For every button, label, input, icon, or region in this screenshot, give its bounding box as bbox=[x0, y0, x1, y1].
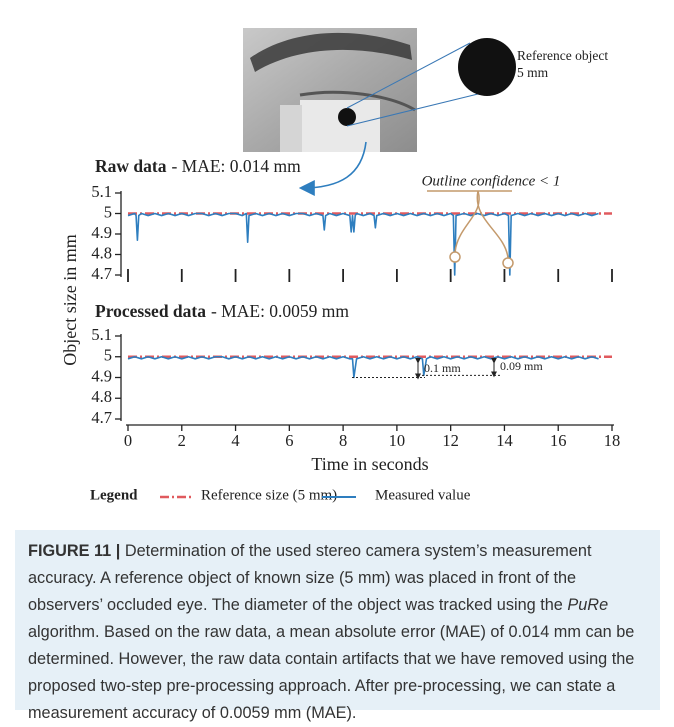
reference-object bbox=[458, 38, 516, 96]
callout-line bbox=[346, 42, 471, 109]
y-tick-label: 4.8 bbox=[91, 243, 112, 262]
annotation: 0.1 mm bbox=[424, 361, 461, 375]
legend-title: Legend bbox=[90, 487, 138, 503]
x-tick-label: 4 bbox=[231, 431, 239, 450]
x-tick-label: 10 bbox=[389, 431, 406, 450]
measured-line bbox=[127, 212, 599, 276]
x-tick-label: 16 bbox=[550, 431, 567, 450]
caption: FIGURE 11 | Determination of the used st… bbox=[15, 530, 660, 722]
caption-text: algorithm. Based on the raw data, a mean… bbox=[28, 623, 635, 722]
y-tick-label: 5.1 bbox=[91, 325, 112, 344]
callout-text: 5 mm bbox=[517, 65, 549, 80]
caption-emphasis: PuRe bbox=[567, 596, 609, 614]
y-tick-label: 5 bbox=[104, 346, 112, 365]
annotation: Outline confidence < 1 bbox=[422, 173, 561, 189]
callout-line bbox=[346, 93, 479, 127]
chart-title: Raw data - MAE: 0.014 mm bbox=[95, 156, 301, 176]
y-tick-label: 5 bbox=[104, 202, 112, 221]
x-tick-label: 8 bbox=[339, 431, 347, 450]
photo bbox=[243, 28, 417, 152]
x-axis-label: Time in seconds bbox=[311, 454, 428, 474]
legend-label: Reference size (5 mm) bbox=[201, 487, 337, 503]
arrow bbox=[298, 141, 367, 196]
x-tick-label: 0 bbox=[124, 431, 132, 450]
chart-title: Processed data - MAE: 0.0059 mm bbox=[95, 301, 349, 321]
x-tick-label: 6 bbox=[285, 431, 293, 450]
caption-text: Determination of the used stereo camera … bbox=[28, 542, 592, 614]
y-tick-label: 4.7 bbox=[91, 264, 112, 283]
y-tick-label: 4.9 bbox=[91, 366, 112, 385]
subtitle: - MAE: 0.014 mm bbox=[171, 156, 301, 176]
title: Processed data bbox=[95, 301, 206, 321]
subtitle: - MAE: 0.0059 mm bbox=[211, 301, 349, 321]
annotation-marker bbox=[502, 257, 514, 269]
y-tick-label: 4.9 bbox=[91, 223, 112, 242]
y-tick-label: 4.7 bbox=[91, 408, 112, 427]
title: Raw data bbox=[95, 156, 167, 176]
annotation-marker bbox=[449, 251, 461, 263]
annotation: 0.09 mm bbox=[500, 359, 543, 373]
callout-text: Reference object bbox=[517, 48, 608, 63]
y-tick-label: 5.1 bbox=[91, 182, 112, 201]
y-axis-label: Object size in mm bbox=[60, 234, 80, 365]
caption-label: FIGURE 11 | bbox=[28, 542, 121, 560]
annotation-line bbox=[454, 190, 480, 253]
x-tick-label: 2 bbox=[178, 431, 186, 450]
x-tick-label: 14 bbox=[496, 431, 513, 450]
measured-line bbox=[127, 355, 599, 379]
x-tick-label: 12 bbox=[442, 431, 459, 450]
x-tick-label: 18 bbox=[604, 431, 621, 450]
legend-label: Measured value bbox=[375, 487, 471, 503]
y-tick-label: 4.8 bbox=[91, 387, 112, 406]
figure: Reference object 5 mm Raw data - MAE: 0.0… bbox=[60, 28, 621, 503]
annotation-line bbox=[476, 190, 509, 259]
